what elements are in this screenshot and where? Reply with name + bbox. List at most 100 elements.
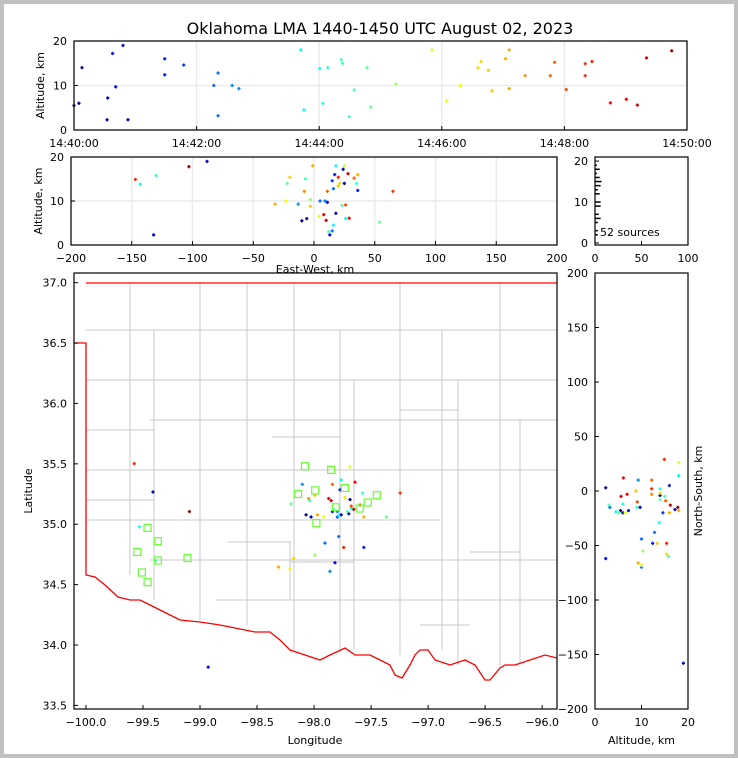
station-marker <box>294 489 303 499</box>
ns-height-point <box>657 521 661 525</box>
y-tick-label: 20 <box>53 35 67 48</box>
time-height-point <box>430 48 434 52</box>
ns-height-point <box>658 498 662 502</box>
ns-height-point <box>677 509 681 513</box>
ew-height-point <box>302 189 306 193</box>
time-height-point <box>340 61 345 65</box>
plan-view-point <box>348 465 352 469</box>
time-height-point <box>479 59 483 64</box>
plan-view-point <box>362 515 366 519</box>
x-tick-label: −98.0 <box>297 716 331 729</box>
time-height-point <box>476 66 480 70</box>
figure-background <box>4 4 734 754</box>
x-axis-label: Altitude, km <box>608 734 675 747</box>
plan-view-point <box>322 515 326 519</box>
oklahoma-border <box>74 282 558 681</box>
ns-height-point <box>636 561 640 565</box>
ew-height-point <box>311 164 315 168</box>
station-marker <box>133 547 142 557</box>
ew-height-point <box>334 211 338 215</box>
x-tick-label: −96.0 <box>525 716 559 729</box>
time-height-point <box>237 87 241 91</box>
x-tick-label: −50 <box>242 252 265 265</box>
time-height-point <box>182 63 186 67</box>
ns-height-point <box>651 541 655 545</box>
chart-title: Oklahoma LMA 1440-1450 UTC August 02, 20… <box>187 19 574 38</box>
plan-view-point <box>300 482 304 486</box>
plan-view-point <box>398 491 402 495</box>
ew-height-point <box>300 219 304 223</box>
plan-view-point <box>151 490 155 494</box>
ns-height-point <box>665 552 669 556</box>
ew-height-point <box>317 214 321 218</box>
plan-view-point <box>349 504 353 508</box>
ns-height-point <box>655 541 659 545</box>
time-height-point <box>114 85 118 89</box>
plan-view-point <box>330 482 335 486</box>
ew-height-point <box>308 198 312 202</box>
ns-height-point <box>635 500 639 504</box>
station-marker <box>300 462 310 471</box>
ew-height-point <box>354 181 359 185</box>
ew-height-point <box>341 167 345 171</box>
station-marker <box>312 518 321 528</box>
plan-view-point <box>306 496 311 501</box>
ew-height-point <box>308 204 312 208</box>
x-tick-label: 200 <box>547 252 568 265</box>
time-height-point <box>486 68 490 72</box>
ns-height-point <box>625 492 629 496</box>
ns-height-point <box>618 509 623 513</box>
x-tick-label: −97.5 <box>354 716 388 729</box>
y-tick-label: 50 <box>574 431 588 444</box>
ew-height-point <box>333 173 337 177</box>
x-tick-label: −96.5 <box>468 716 502 729</box>
station-marker <box>183 553 192 563</box>
time-height-point <box>670 49 674 53</box>
x-tick-label: −200 <box>56 252 86 265</box>
station-marker <box>311 486 320 495</box>
ns-height-point <box>661 511 665 515</box>
x-tick-label: 50 <box>368 252 382 265</box>
ns-height-point <box>667 511 671 515</box>
ns_height-panel: 0 10 20 −200 −150 −100 −50 0 50 100 150 200 Altitude… <box>558 267 705 747</box>
time-height-point <box>111 51 115 56</box>
x-tick-label: −99.5 <box>126 716 160 729</box>
ew-height-point <box>330 179 334 183</box>
ns-height-point <box>617 511 621 515</box>
x-tick-label: 14:46:00 <box>417 137 466 150</box>
ew-height-point <box>154 173 158 178</box>
time-height-point <box>644 56 649 60</box>
ns-height-point <box>639 563 644 567</box>
source-count-label: 52 sources <box>600 226 660 239</box>
ew-height-point <box>336 184 340 188</box>
x-tick-label: 20 <box>681 716 695 729</box>
time-height-point <box>608 101 612 105</box>
ns-height-point <box>634 489 638 493</box>
time-height-point <box>163 73 167 77</box>
ns-height-point <box>673 507 677 512</box>
ew-height-point <box>356 188 360 193</box>
time-height-point <box>458 83 462 88</box>
station-marker <box>355 504 364 513</box>
plan-view-point <box>206 665 210 669</box>
time-height-point <box>299 48 303 52</box>
ew-height-point <box>346 172 350 176</box>
ns-height-point <box>636 478 640 482</box>
x-tick-label: −150 <box>117 252 147 265</box>
plan-view-point <box>353 480 357 484</box>
x-tick-label: 14:50:00 <box>662 137 711 150</box>
ew-height-point <box>334 164 338 168</box>
ew-height-point <box>352 176 356 180</box>
plan-view-point <box>360 491 365 495</box>
time-height-point <box>105 118 109 122</box>
ew-height-point <box>391 189 395 193</box>
station-marker <box>363 498 372 507</box>
map-outlines <box>74 282 558 681</box>
ns-height-point <box>614 510 618 514</box>
ew-height-point <box>303 177 308 181</box>
time-height-point <box>365 66 369 70</box>
ew-height-point <box>152 233 156 237</box>
time-height-point <box>624 97 628 101</box>
ew-height-point <box>378 220 382 224</box>
